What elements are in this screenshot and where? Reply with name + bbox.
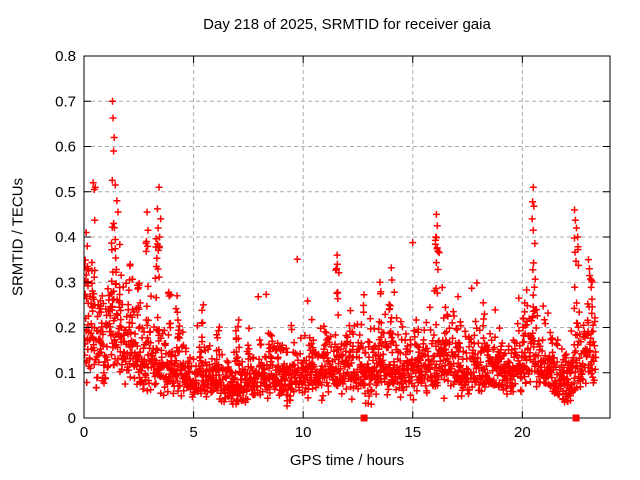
y-tick-label: 0.3 xyxy=(55,274,76,291)
y-tick-label: 0 xyxy=(68,410,76,427)
y-tick-label: 0.4 xyxy=(55,229,76,246)
y-tick-label: 0.1 xyxy=(55,365,76,382)
y-tick-label: 0.6 xyxy=(55,139,76,156)
x-tick-label: 10 xyxy=(295,424,312,441)
scatter-points xyxy=(84,97,600,410)
tick-marks xyxy=(83,55,610,419)
x-tick-label: 0 xyxy=(80,424,88,441)
y-tick-label: 0.8 xyxy=(55,48,76,65)
y-tick-label: 0.5 xyxy=(55,184,76,201)
y-tick-label: 0.7 xyxy=(55,93,76,110)
baseline-square-markers xyxy=(360,414,580,422)
chart-title: Day 218 of 2025, SRMTID for receiver gai… xyxy=(203,16,491,33)
x-tick-label: 15 xyxy=(404,424,421,441)
tick-labels: 0 5 10 15 20 0 0.1 0.2 0.3 0.4 0.5 0.6 0.7 0.8 xyxy=(55,48,531,441)
y-tick-label: 0.2 xyxy=(55,320,76,337)
x-tick-label: 5 xyxy=(189,424,197,441)
x-axis-label: GPS time / hours xyxy=(289,452,405,469)
x-tick-label: 20 xyxy=(514,424,531,441)
